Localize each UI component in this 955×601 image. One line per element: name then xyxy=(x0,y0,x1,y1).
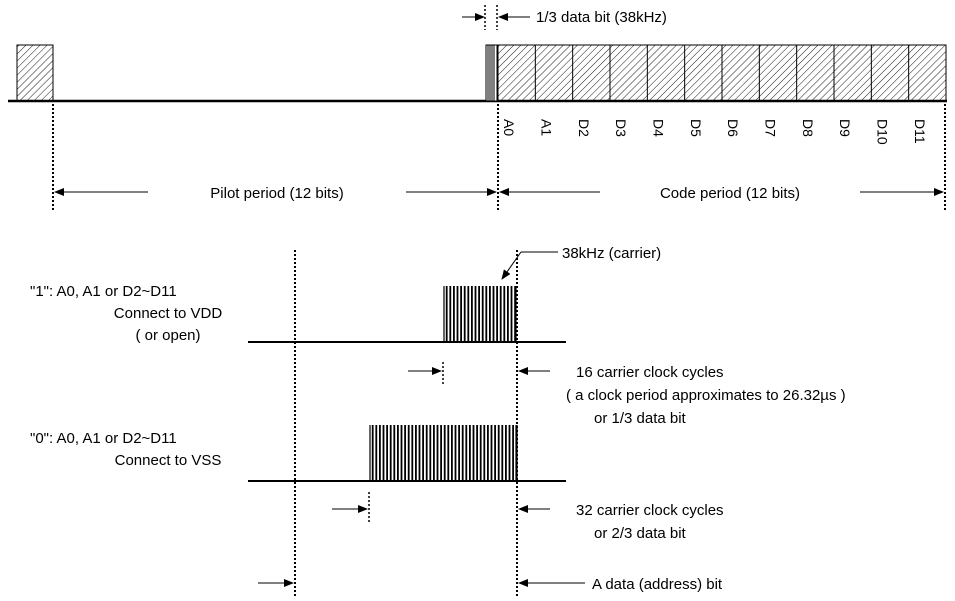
sixteen-cycles-line3: or 1/3 data bit xyxy=(594,410,687,427)
carrier-pulse xyxy=(422,425,424,481)
bit-label: D9 xyxy=(837,119,853,137)
carrier-pulse xyxy=(433,425,435,481)
carrier-pulse xyxy=(503,286,506,342)
carrier-pulse xyxy=(411,425,414,481)
carrier-pulse xyxy=(481,286,484,342)
carrier-arrow xyxy=(501,251,522,280)
carrier-pulse xyxy=(514,286,516,342)
carrier-pulse xyxy=(371,425,374,481)
one-carrier-burst xyxy=(443,286,517,342)
carrier-pulse xyxy=(449,286,452,342)
pilot-carrier-burst xyxy=(485,44,498,102)
carrier-pulse xyxy=(497,425,500,481)
bit-label: D6 xyxy=(725,119,741,137)
carrier-pulse xyxy=(460,286,462,342)
bit-label: D7 xyxy=(763,119,779,137)
carrier-pulse xyxy=(496,286,498,342)
data-bit-label: A data (address) bit xyxy=(592,576,723,593)
carrier-pulse xyxy=(474,286,477,342)
bit-label: D8 xyxy=(800,119,816,137)
carrier-pulse xyxy=(425,425,428,481)
carrier-pulse xyxy=(508,425,511,481)
carrier-pulse xyxy=(472,425,475,481)
pilot-period-label: Pilot period (12 bits) xyxy=(210,185,343,202)
carrier-pulse xyxy=(445,286,448,342)
carrier-pulse xyxy=(463,286,466,342)
carrier-pulse xyxy=(382,425,385,481)
carrier-pulse xyxy=(418,425,421,481)
bit-label: A0 xyxy=(501,119,517,136)
carrier-pulse xyxy=(440,425,442,481)
carrier-pulse xyxy=(485,286,488,342)
carrier-pulse xyxy=(476,425,478,481)
carrier-pulse xyxy=(386,425,388,481)
carrier-pulse xyxy=(465,425,468,481)
bit-label: A1 xyxy=(539,119,555,136)
bit-label: D4 xyxy=(651,119,667,137)
carrier-pulse xyxy=(379,425,381,481)
bit-label: D10 xyxy=(875,119,891,145)
sixteen-cycles-line1: 16 carrier clock cycles xyxy=(576,364,724,381)
carrier-pulse xyxy=(454,425,457,481)
carrier-pulse xyxy=(467,286,470,342)
carrier-pulse xyxy=(515,425,518,481)
carrier-pulse xyxy=(453,286,455,342)
carrier-pulse xyxy=(487,425,489,481)
carrier-pulse xyxy=(469,425,471,481)
carrier-pulse xyxy=(461,425,464,481)
pilot-pulse xyxy=(16,44,54,102)
thirtytwo-cycles-line2: or 2/3 data bit xyxy=(594,525,687,542)
carrier-pulse xyxy=(393,425,396,481)
carrier-pulse xyxy=(415,425,417,481)
zero-carrier-burst xyxy=(369,425,518,481)
carrier-pulse xyxy=(492,286,495,342)
thirtytwo-cycles-line1: 32 carrier clock cycles xyxy=(576,502,724,519)
third-bit-label: 1/3 data bit (38kHz) xyxy=(536,9,667,26)
one-desc-line2: Connect to VDD xyxy=(114,305,223,322)
carrier-pulse xyxy=(456,286,459,342)
carrier-pulse xyxy=(510,286,513,342)
bit-label: D11 xyxy=(912,119,928,144)
carrier-pulse xyxy=(471,286,473,342)
carrier-pulse xyxy=(483,425,486,481)
carrier-pulse xyxy=(400,425,403,481)
carrier-pulse xyxy=(429,425,432,481)
bit-labels: A0 A1 D2 D3 D4 D5 D6 D7 D8 D9 D10 D11 xyxy=(501,119,928,145)
carrier-pulse xyxy=(505,425,507,481)
carrier-pulse xyxy=(451,425,453,481)
carrier-pulse xyxy=(404,425,406,481)
code-period-label: Code period (12 bits) xyxy=(660,185,800,202)
carrier-pulse xyxy=(489,286,491,342)
zero-desc-line2: Connect to VSS xyxy=(115,452,222,469)
bit-label: D5 xyxy=(688,119,704,137)
one-desc-line3: ( or open) xyxy=(135,327,200,344)
bit-label: D3 xyxy=(613,119,629,137)
carrier-pulse xyxy=(447,425,450,481)
carrier-pulse xyxy=(458,425,460,481)
bit-label: D2 xyxy=(576,119,592,137)
carrier-pulse xyxy=(490,425,493,481)
carrier-pulse xyxy=(494,425,496,481)
carrier-pulse xyxy=(499,286,502,342)
carrier-label: 38kHz (carrier) xyxy=(562,245,661,262)
bit-dividers xyxy=(534,45,910,101)
carrier-pulse xyxy=(436,425,439,481)
carrier-pulse xyxy=(479,425,482,481)
carrier-pulse xyxy=(407,425,410,481)
carrier-pulse xyxy=(501,425,504,481)
carrier-pulse xyxy=(397,425,399,481)
carrier-pulse xyxy=(507,286,509,342)
carrier-pulse xyxy=(443,425,446,481)
carrier-pulse xyxy=(375,425,378,481)
zero-desc-line1: "0": A0, A1 or D2~D11 xyxy=(30,430,177,447)
carrier-pulse xyxy=(478,286,480,342)
carrier-pulse xyxy=(389,425,392,481)
carrier-pulse xyxy=(512,425,514,481)
sixteen-cycles-line2: ( a clock period approximates to 26.32µs… xyxy=(566,387,846,404)
one-desc-line1: "1": A0, A1 or D2~D11 xyxy=(30,283,177,300)
